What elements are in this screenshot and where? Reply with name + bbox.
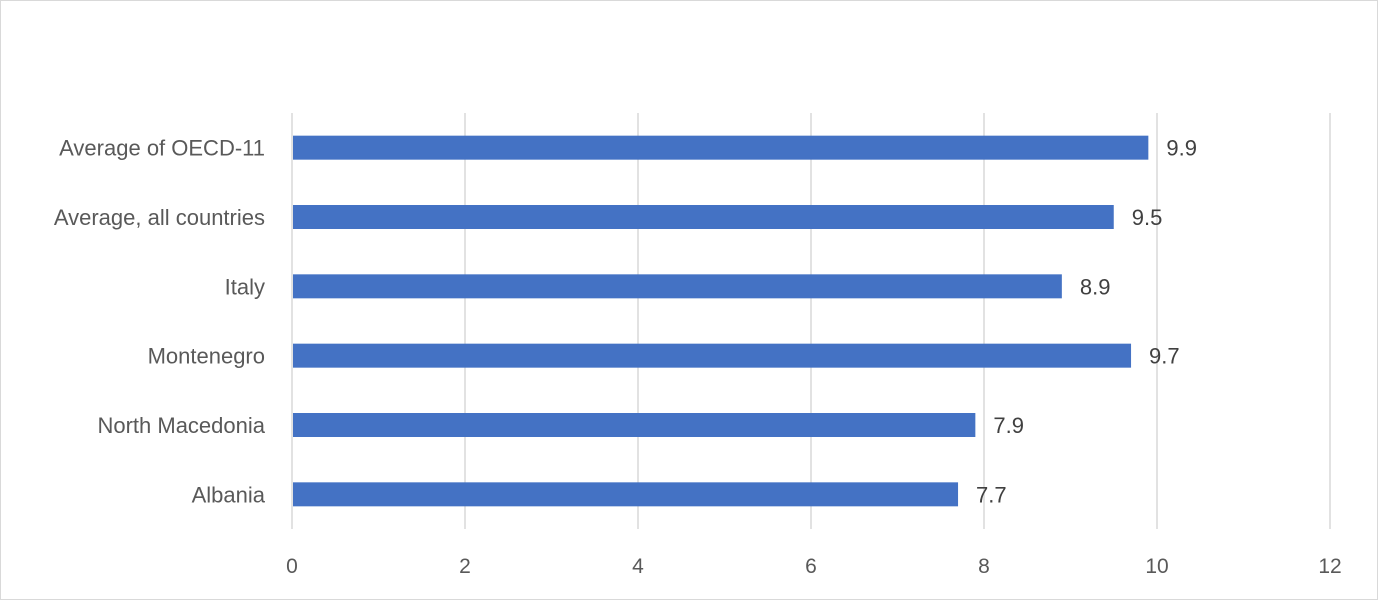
category-label: Average of OECD-11 [59,136,265,161]
x-tick-label: 4 [632,555,644,578]
category-labels: Average of OECD-11 Average, all countries… [54,136,266,508]
category-label: Montenegro [148,344,265,369]
x-tick-label: 8 [978,555,990,578]
bar [293,482,959,507]
x-tick-label: 2 [459,555,471,578]
bar [293,135,1149,160]
bar [293,205,1114,229]
bar [293,274,1062,299]
category-label: Albania [192,482,266,507]
data-labels: 9.9 9.5 8.9 9.7 7.9 7.7 [976,136,1197,508]
bars [293,135,1149,507]
x-tick-label: 10 [1145,555,1168,578]
x-tick-label: 0 [286,555,298,578]
bar [293,343,1132,368]
data-label: 8.9 [1080,274,1111,299]
data-label: 7.9 [993,413,1024,438]
category-label: Average, all countries [54,205,265,230]
data-label: 9.5 [1132,205,1163,230]
bar [293,413,976,437]
category-label: Italy [225,274,265,299]
x-tick-label: 12 [1318,555,1341,578]
data-label: 9.7 [1149,344,1180,369]
category-label: North Macedonia [97,413,265,438]
x-tick-label: 6 [805,555,817,578]
gridlines [291,113,1331,529]
data-label: 9.9 [1166,136,1197,161]
x-axis-tick-labels: 0 2 4 6 8 10 12 [286,555,1342,578]
data-label: 7.7 [976,482,1007,507]
